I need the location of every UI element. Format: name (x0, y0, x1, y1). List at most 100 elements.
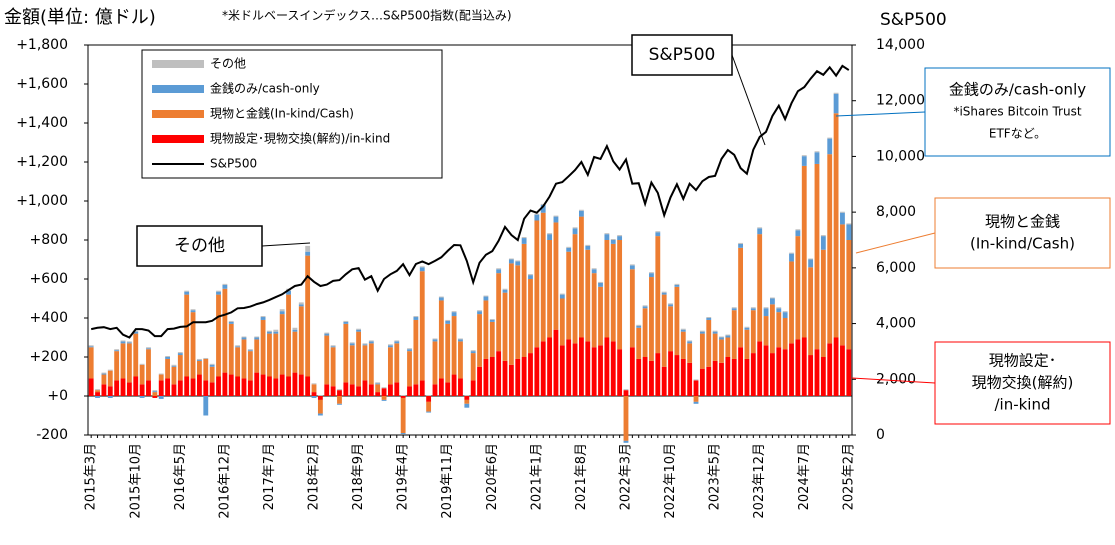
bar-segment (598, 281, 603, 283)
bar-segment (139, 363, 145, 365)
bar-segment (661, 291, 667, 293)
y-tick-label: +1,200 (16, 154, 68, 170)
bar-segment (687, 340, 693, 342)
bar-segment (292, 331, 298, 373)
bar-segment (731, 310, 737, 359)
bar-segment (553, 329, 559, 396)
bar-segment (279, 314, 285, 375)
bar-segment (572, 234, 578, 344)
bar-segment (827, 138, 833, 155)
bar-segment (744, 327, 750, 330)
bar-segment (712, 333, 718, 361)
bar-segment (279, 374, 285, 396)
bar-segment (387, 347, 393, 385)
bar-segment (808, 267, 814, 356)
bar-segment (680, 328, 686, 330)
bar-segment (216, 291, 221, 295)
bar-segment (165, 357, 171, 359)
bar-segment (750, 353, 756, 396)
bar-segment (305, 245, 311, 252)
y2-tick-label: 14,000 (876, 37, 925, 53)
bar-segment (196, 374, 202, 396)
x-tick-label: 2023年12月 (752, 443, 767, 519)
annotation-text: S&P500 (649, 45, 716, 65)
bar-segment (585, 245, 591, 250)
bar-segment (699, 331, 705, 334)
y2-title: S&P500 (880, 10, 947, 30)
bar-segment (216, 290, 221, 292)
bar-segment (617, 236, 623, 240)
bar-segment (521, 238, 527, 244)
bar-segment (203, 396, 209, 416)
bar-segment (547, 240, 553, 338)
bar-segment (247, 350, 253, 352)
x-tick-label: 2023年5月 (708, 443, 723, 510)
bar-segment (661, 292, 667, 295)
bar-segment (177, 355, 183, 381)
bar-segment (241, 339, 247, 379)
legend-swatch (152, 135, 204, 143)
bar-segment (381, 396, 387, 400)
bar-segment (286, 290, 291, 295)
bar-segment (719, 336, 724, 338)
bar-segment (158, 380, 164, 396)
legend-label: S&P500 (210, 157, 257, 171)
bar-segment (362, 345, 368, 381)
bar-segment (477, 366, 482, 396)
bar-segment (343, 323, 349, 383)
bar-segment (674, 286, 680, 356)
bar-segment (636, 324, 642, 326)
bar-segment (209, 382, 215, 396)
bar-segment (814, 151, 820, 153)
bar-segment (629, 264, 635, 266)
bar-segment (381, 387, 387, 389)
bar-segment (833, 113, 839, 338)
y2-tick-label: 8,000 (876, 204, 916, 220)
bar-segment (566, 246, 572, 248)
bar-segment (655, 236, 661, 354)
bar-segment (381, 399, 387, 401)
annotation-text: その他 (174, 236, 225, 256)
bar-segment (801, 155, 807, 157)
bar-segment (413, 316, 419, 318)
bar-segment (432, 341, 438, 385)
bar-segment (120, 341, 126, 344)
bar-segment (107, 370, 113, 387)
bar-segment (426, 411, 432, 413)
y-tick-label: -200 (36, 427, 68, 443)
bar-segment (247, 349, 253, 351)
bar-segment (267, 376, 272, 396)
bar-segment (426, 401, 432, 412)
bar-segment (158, 373, 164, 375)
bar-segment (496, 269, 502, 274)
y-tick-label: +0 (47, 388, 68, 404)
bar-segment (789, 261, 794, 344)
bar-segment (477, 311, 482, 315)
bar-segment (572, 343, 578, 396)
bar-segment (419, 267, 425, 272)
bar-segment (260, 374, 266, 396)
x-tick-label: 2019年4月 (396, 443, 411, 510)
bar-segment (305, 255, 311, 377)
bar-segment (591, 269, 597, 274)
bar-segment (279, 309, 285, 312)
bar-segment (330, 346, 336, 348)
bar-segment (458, 339, 463, 342)
bar-segment (260, 317, 266, 320)
bar-segment (419, 380, 425, 396)
bar-segment (496, 268, 502, 270)
bar-segment (209, 364, 215, 367)
bar-segment (744, 358, 750, 396)
bar-segment (744, 329, 750, 359)
bar-segment (731, 307, 737, 309)
bar-segment (324, 332, 330, 334)
bar-segment (247, 351, 253, 381)
bar-segment (114, 350, 120, 352)
bar-segment (356, 329, 362, 332)
bar-segment (508, 259, 514, 264)
bar-segment (534, 220, 540, 348)
bar-segment (190, 309, 196, 311)
bar-segment (451, 316, 457, 375)
bar-segment (126, 382, 132, 396)
y2-tick-label: 4,000 (876, 316, 916, 332)
